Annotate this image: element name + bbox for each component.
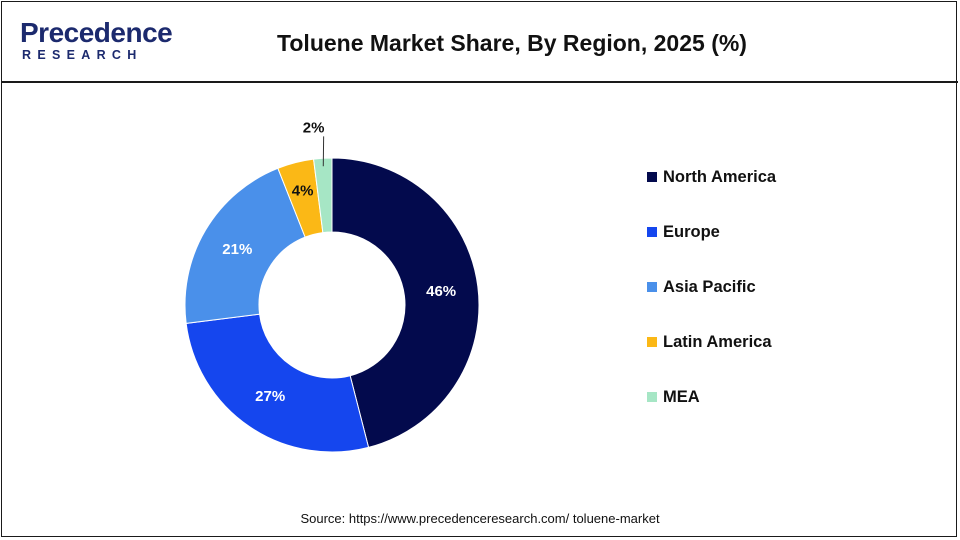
legend-label: North America (663, 168, 777, 186)
slice-asia-pacific (184, 167, 306, 324)
logo-subtext: RESEARCH (22, 48, 143, 62)
slice-mea (313, 157, 333, 234)
legend-swatch (647, 282, 657, 292)
logo: Precedence RESEARCH (20, 18, 173, 64)
legend-swatch (647, 227, 657, 237)
data-label-north-america: 46% (426, 283, 456, 300)
legend-item-north-america: North America (647, 166, 887, 188)
legend-swatch (647, 392, 657, 402)
data-label-asia-pacific: 21% (222, 241, 252, 258)
logo-wordmark: Precedence (20, 17, 173, 48)
header: Precedence RESEARCH Toluene Market Share… (2, 2, 958, 83)
data-label-latin-america: 4% (292, 183, 314, 200)
slice-europe (185, 313, 370, 453)
data-label-mea: 2% (303, 119, 325, 136)
legend-item-latin-america: Latin America (647, 331, 887, 353)
legend-label: MEA (663, 388, 700, 406)
legend-swatch (647, 172, 657, 182)
legend-swatch (647, 337, 657, 347)
legend-item-europe: Europe (647, 221, 887, 243)
legend-label: Latin America (663, 333, 772, 351)
legend-label: Asia Pacific (663, 278, 756, 296)
chart-title: Toluene Market Share, By Region, 2025 (%… (277, 30, 747, 56)
slice-north-america (331, 157, 480, 448)
legend-item-mea: MEA (647, 386, 887, 408)
legend-label: Europe (663, 223, 720, 241)
legend-item-asia-pacific: Asia Pacific (647, 276, 887, 298)
source-note: Source: https://www.precedenceresearch.c… (300, 511, 660, 526)
data-label-europe: 27% (255, 388, 285, 405)
